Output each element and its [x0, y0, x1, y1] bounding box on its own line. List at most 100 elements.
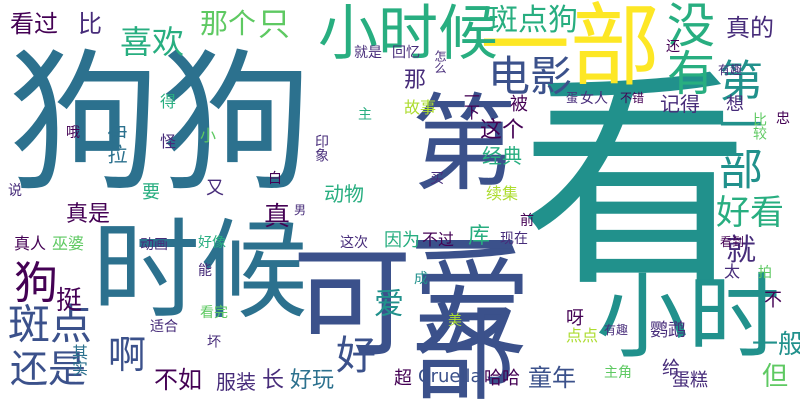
word-buguo: 不过	[422, 230, 455, 249]
word-neng: 能	[198, 263, 212, 279]
word-chang: 长	[262, 368, 285, 393]
word-dongwu: 动物	[324, 182, 364, 206]
word-youqu-2: 有趣	[718, 63, 743, 77]
word-kan: 看	[520, 51, 751, 318]
word-jiu: 就	[726, 233, 756, 268]
word-hai: 还	[666, 39, 680, 55]
word-cheng: 成	[414, 271, 428, 287]
word-ku: 库	[468, 224, 491, 249]
word-shihe: 适合	[150, 319, 178, 335]
word-dan-small: 蛋	[566, 91, 579, 105]
word-qishi: 其实	[69, 344, 88, 376]
word-jiushi: 就是	[354, 45, 382, 61]
word-tongnian: 童年	[528, 364, 576, 392]
word-yixia: 一下	[461, 88, 480, 120]
word-o: 哦	[66, 125, 80, 141]
word-haishi: 还是	[10, 347, 87, 391]
word-dangao: 蛋糕	[672, 370, 708, 391]
word-xiao: 小	[200, 126, 217, 145]
word-diandian: 点点	[566, 326, 599, 345]
word-zhujiao: 主角	[604, 365, 632, 381]
word-goudou: 狗狗	[8, 35, 312, 212]
word-nan: 男	[294, 203, 307, 217]
word-zhende: 真的	[726, 14, 774, 42]
word-bei: 被	[510, 94, 528, 115]
word-guai: 怪	[160, 132, 177, 151]
word-donghua: 动画	[140, 237, 168, 253]
word-haowan: 好玩	[290, 368, 335, 393]
word-bijiao: 比较	[751, 112, 767, 140]
word-wupo: 巫婆	[52, 234, 85, 253]
word-kandao: 看到	[720, 235, 745, 249]
word-ting: 挺	[56, 286, 83, 316]
word-youqu-1: 有趣	[604, 323, 629, 337]
word-cruella: Cruella	[418, 366, 482, 387]
word-dan: 但	[762, 362, 789, 392]
word-kanwan: 看完	[200, 305, 228, 321]
word-yibu: 一部	[480, 0, 660, 99]
word-gei: 给	[659, 358, 680, 376]
word-shuo: 说	[8, 183, 22, 199]
word-de: 得	[160, 92, 177, 111]
word-haokan: 好看	[716, 193, 784, 233]
word-zhi: 只	[258, 5, 291, 43]
word-pai: 拍	[758, 265, 772, 281]
word-yao: 要	[142, 182, 160, 203]
word-diyibu-small: 第一部	[711, 58, 762, 190]
word-zheci: 这次	[340, 235, 368, 251]
word-hao: 好	[336, 333, 376, 379]
word-buru: 不如	[154, 366, 202, 394]
word-bu: 不	[764, 290, 782, 311]
word-tai: 太	[724, 262, 741, 281]
word-nage: 那个	[200, 7, 257, 40]
word-yingwu: 鹦鹉	[650, 320, 686, 341]
word-ya: 呀	[566, 308, 584, 329]
word-xiaoshihou: 小时候	[318, 0, 498, 69]
word-bandian: 斑点	[8, 300, 93, 349]
word-gushi: 故事	[404, 98, 437, 117]
word-jide: 记得	[660, 92, 700, 116]
word-zhu: 主	[358, 107, 372, 123]
word-kanguo: 看过	[10, 10, 58, 38]
word-mei: 美	[448, 313, 462, 329]
word-zhen: 真	[264, 202, 291, 232]
word-na: 那	[404, 68, 427, 93]
word-keai: 可爱	[292, 235, 532, 374]
word-gou: 狗	[14, 258, 58, 309]
word-zhege: 这个	[480, 118, 525, 143]
word-yila: 伊拉	[104, 124, 128, 164]
word-mai: 买	[430, 171, 444, 187]
word-diyibu-large: 第一部	[394, 88, 516, 400]
word-bucuo: 不错	[620, 91, 645, 105]
word-qian: 前	[520, 213, 534, 229]
word-zhong: 忠	[776, 111, 790, 127]
word-fuzhuang: 服装	[216, 370, 256, 394]
word-yinxiang: 印象	[313, 134, 329, 162]
word-jingdian: 经典	[482, 144, 522, 168]
word-haoxiang: 好像	[198, 235, 226, 251]
word-ai: 爱	[374, 287, 404, 322]
word-yiban: 一般	[752, 330, 800, 360]
word-xiang: 想	[726, 94, 744, 115]
word-xihuan: 喜欢	[120, 23, 185, 61]
word-xianzai: 现在	[500, 231, 528, 247]
word-bandiangou: 斑点狗	[488, 3, 578, 38]
word-huiyi: 回忆	[392, 45, 420, 61]
word-huai: 坏	[205, 334, 221, 348]
word-shihou: 时候	[92, 209, 309, 334]
word-a: 啊	[108, 333, 147, 377]
word-xuji: 续集	[486, 184, 519, 203]
word-zhenshi: 真是	[66, 202, 111, 227]
word-haha: 哈哈	[484, 368, 520, 389]
word-nvren: 女人	[580, 91, 608, 107]
word-zenme: 怎么	[433, 50, 447, 74]
word-xiaoshi: 小时	[596, 264, 781, 371]
word-dianying: 电影	[488, 52, 573, 101]
word-bai: 白	[268, 171, 282, 187]
word-you: 又	[206, 178, 224, 199]
word-bi: 比	[78, 10, 102, 38]
word-yinwei: 因为	[384, 230, 420, 251]
word-meiyou: 没有	[658, 0, 714, 96]
word-zhenren: 真人	[14, 234, 47, 253]
